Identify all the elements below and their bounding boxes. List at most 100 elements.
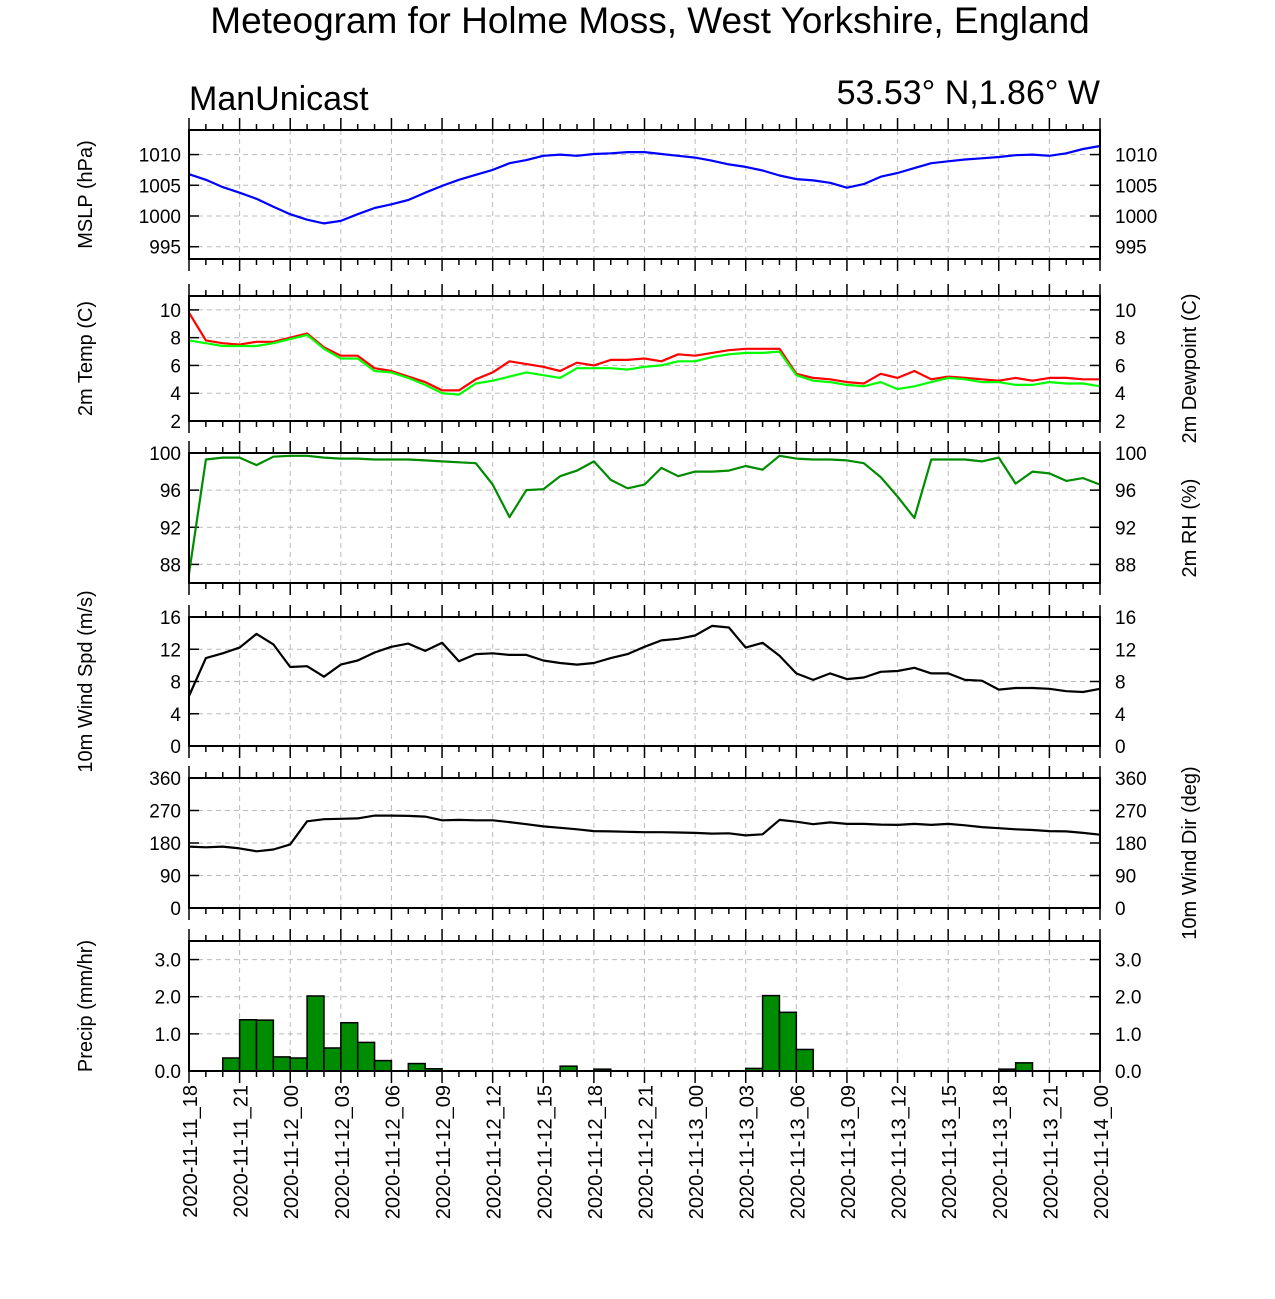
y-tick-label-left: 0.0 (155, 1062, 181, 1083)
precip-bar (272, 1056, 291, 1072)
y-axis-label-left: Precip (mm/hr) (75, 940, 97, 1072)
panel-frame (188, 129, 1101, 260)
y-tick-label-right: 10 (1115, 301, 1136, 322)
precip-bar (340, 1021, 359, 1072)
y-tick-label-left: 1.0 (155, 1025, 181, 1046)
location-coordinates: 53.53° N,1.86° W (836, 74, 1100, 112)
y-tick-label-right: 180 (1115, 834, 1147, 855)
y-tick-label-right: 90 (1115, 867, 1136, 888)
y-tick-label-left: 96 (160, 481, 181, 502)
x-tick-label: 2020-11-13_15 (939, 1085, 961, 1219)
y-axis-label-right: 2m Dewpoint (C) (1179, 293, 1201, 443)
panel-wind_speed (187, 605, 1101, 758)
x-tick-label: 2020-11-12_18 (585, 1085, 607, 1219)
y-tick-label-right: 360 (1115, 769, 1147, 790)
y-tick-label-right: 88 (1115, 555, 1136, 576)
y-tick-label-left: 1005 (139, 176, 181, 197)
x-tick-label: 2020-11-11_21 (231, 1085, 253, 1218)
y-tick-label-left: 100 (149, 444, 181, 465)
x-tick-label: 2020-11-13_09 (838, 1085, 860, 1219)
y-tick-label-left: 8 (170, 329, 181, 350)
y-tick-label-right: 12 (1115, 640, 1136, 661)
x-tick-label: 2020-11-13_21 (1040, 1085, 1062, 1219)
x-tick-label: 2020-11-13_12 (889, 1085, 911, 1219)
temp-series-line-0 (188, 312, 1100, 392)
y-tick-label-right: 0.0 (1115, 1062, 1141, 1083)
x-tick-label: 2020-11-12_12 (484, 1085, 506, 1219)
y-tick-label-left: 6 (170, 356, 181, 377)
y-tick-label-right: 0 (1115, 899, 1126, 920)
y-tick-label-right: 1005 (1115, 176, 1157, 197)
x-tick-label: 2020-11-12_06 (382, 1085, 404, 1219)
panel-frame (188, 295, 1101, 422)
y-tick-label-left: 16 (160, 608, 181, 629)
y-tick-label-left: 1010 (139, 146, 181, 167)
y-tick-label-left: 270 (149, 802, 181, 823)
y-tick-label-right: 8 (1115, 329, 1126, 350)
y-tick-label-right: 92 (1115, 518, 1136, 539)
y-tick-label-left: 995 (149, 238, 181, 259)
x-tick-label: 2020-11-12_00 (281, 1085, 303, 1219)
y-tick-label-right: 2.0 (1115, 988, 1141, 1009)
temp-series-line-1 (188, 333, 1101, 396)
panel-precip (188, 929, 1101, 1083)
y-tick-label-left: 2 (170, 412, 181, 433)
y-tick-label-right: 100 (1115, 444, 1147, 465)
precip-bar (238, 1018, 258, 1072)
x-tick-label: 2020-11-12_09 (433, 1085, 455, 1219)
y-tick-label-right: 16 (1115, 608, 1136, 629)
y-tick-label-left: 4 (170, 384, 181, 405)
y-tick-label-right: 2 (1115, 412, 1126, 433)
y-tick-label-left: 8 (170, 673, 181, 694)
panel-mslp (188, 118, 1101, 271)
x-tick-label: 2020-11-13_00 (686, 1085, 708, 1219)
y-tick-label-right: 1010 (1115, 146, 1157, 167)
panel-frame (188, 777, 1101, 909)
wind_speed-series-line-0 (187, 624, 1101, 697)
panel-frame (188, 452, 1101, 584)
x-tick-label: 2020-11-12_21 (636, 1085, 658, 1219)
y-axis-label-right: 2m RH (%) (1179, 479, 1201, 578)
y-tick-label-left: 90 (160, 867, 181, 888)
y-axis-label-left: 2m Temp (C) (75, 301, 97, 416)
mslp-series-line-0 (188, 144, 1101, 225)
y-tick-label-right: 6 (1115, 356, 1126, 377)
y-tick-label-left: 10 (160, 301, 181, 322)
precip-bar (407, 1062, 426, 1072)
panel-temp (188, 284, 1101, 433)
y-tick-label-right: 1.0 (1115, 1025, 1141, 1046)
y-tick-label-right: 4 (1115, 705, 1126, 726)
x-tick-label: 2020-11-12_03 (332, 1085, 354, 1219)
y-tick-label-right: 96 (1115, 481, 1136, 502)
precip-bar (373, 1059, 393, 1072)
y-tick-label-left: 4 (170, 705, 181, 726)
x-tick-label: 2020-11-11_18 (180, 1085, 202, 1218)
wind_dir-series-line-0 (188, 814, 1101, 853)
precip-bar (795, 1048, 814, 1072)
x-tick-label: 2020-11-13_18 (990, 1085, 1012, 1219)
y-tick-label-left: 1000 (139, 207, 181, 228)
y-tick-label-right: 1000 (1115, 207, 1157, 228)
model-name: ManUnicast (189, 80, 369, 118)
precip-bar (323, 1047, 342, 1072)
precip-bar (1014, 1062, 1034, 1072)
y-tick-label-left: 180 (149, 834, 181, 855)
y-tick-label-right: 0 (1115, 737, 1126, 758)
y-axis-label-left: MSLP (hPa) (75, 140, 97, 249)
precip-bar (356, 1041, 376, 1072)
precip-bar (255, 1019, 275, 1072)
y-tick-label-left: 88 (160, 555, 181, 576)
y-tick-label-left: 0 (170, 899, 181, 920)
y-tick-label-right: 270 (1115, 802, 1147, 823)
x-tick-label: 2020-11-14_00 (1091, 1085, 1113, 1219)
precip-bar (221, 1057, 241, 1072)
y-tick-label-right: 4 (1115, 384, 1126, 405)
y-tick-label-left: 3.0 (155, 951, 181, 972)
panel-rh (187, 441, 1101, 595)
y-tick-label-right: 3.0 (1115, 951, 1141, 972)
x-tick-label: 2020-11-13_06 (787, 1085, 809, 1219)
rh-series-line-0 (187, 454, 1101, 574)
precip-bar (306, 995, 325, 1072)
y-axis-label-right: 10m Wind Dir (deg) (1179, 766, 1201, 939)
